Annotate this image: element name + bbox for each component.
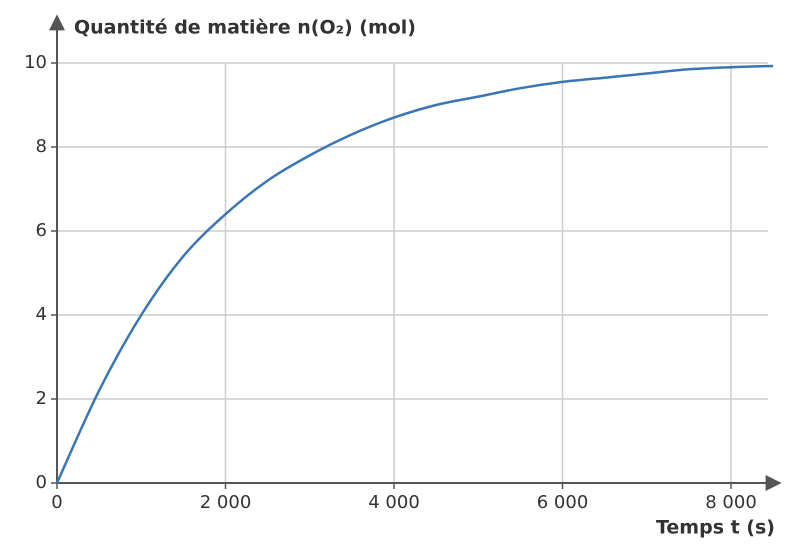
grid <box>57 62 769 483</box>
y-tick-label: 4 <box>36 304 47 325</box>
y-tick-label: 2 <box>36 388 47 409</box>
y-tick-label: 0 <box>36 472 47 493</box>
x-axis-label: Temps t (s) <box>656 517 775 539</box>
x-tick-label: 0 <box>51 492 62 513</box>
x-tick-label: 2 000 <box>200 492 252 513</box>
y-axis-label: Quantité de matière n(O₂) (mol) <box>74 17 416 39</box>
y-tick-label: 6 <box>36 220 47 241</box>
y-tick-label: 10 <box>24 52 47 73</box>
y-tick-label: 8 <box>36 136 47 157</box>
x-tick-label: 8 000 <box>705 492 757 513</box>
data-line <box>55 64 774 484</box>
x-tick-label: 4 000 <box>368 492 420 513</box>
x-tick-label: 6 000 <box>537 492 589 513</box>
